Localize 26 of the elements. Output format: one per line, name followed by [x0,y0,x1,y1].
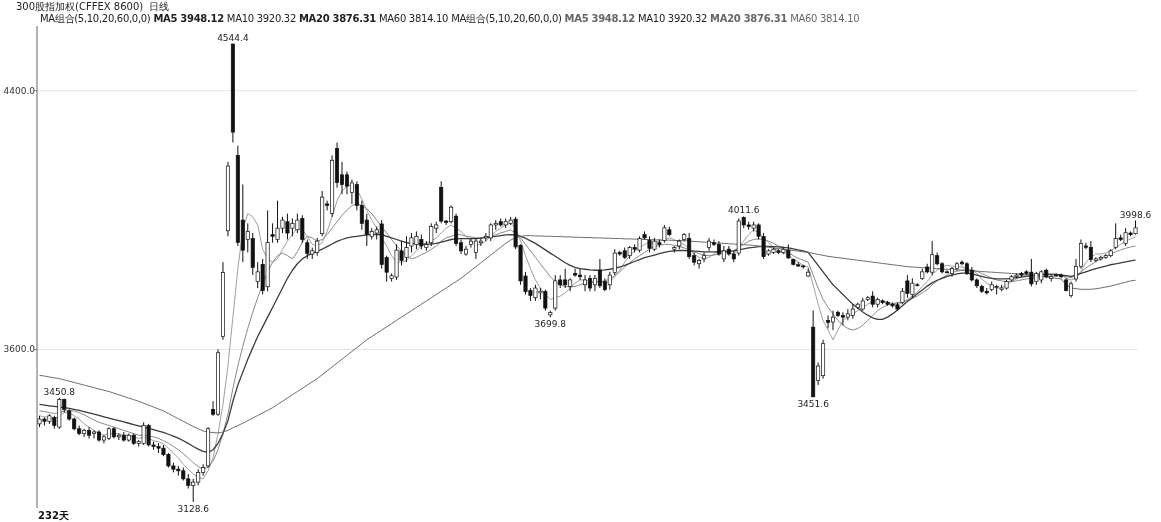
chart-title: 300股指加权(CFFEX 8600) [16,1,144,12]
text: MA60 3814.10 [379,13,449,24]
candlestick [702,251,707,263]
annotation: 3699.8 [534,319,567,330]
candlestick [573,268,578,278]
text: MA组合(5,10,20,60,0,0) [40,13,151,24]
annotation: 3128.6 [177,503,210,514]
annotation: 3998.6 [1119,209,1152,220]
text: MA组合(5,10,20,60,0,0) [451,13,562,24]
annotation: 3451.6 [797,399,830,410]
y-tick-label: 4400.0 [3,85,36,96]
text: MA20 3876.31 [298,13,377,24]
annotation: 4011.6 [727,205,760,216]
candlestick [583,274,588,292]
text: MA5 3948.12 [153,13,225,24]
text: MA20 3876.31 [710,13,788,24]
chart-subtitle: 日线 [149,1,170,12]
text: 232天 [38,510,70,521]
annotation: 4544.4 [217,32,249,43]
annotation: 3450.8 [43,386,76,397]
text: MA5 3948.12 [564,13,636,24]
text: MA10 3920.32 [226,13,296,24]
y-tick-label: 3600.0 [3,344,36,355]
candlestick [826,315,831,329]
text: MA10 3920.32 [637,13,708,24]
text: MA60 3814.10 [790,13,860,24]
